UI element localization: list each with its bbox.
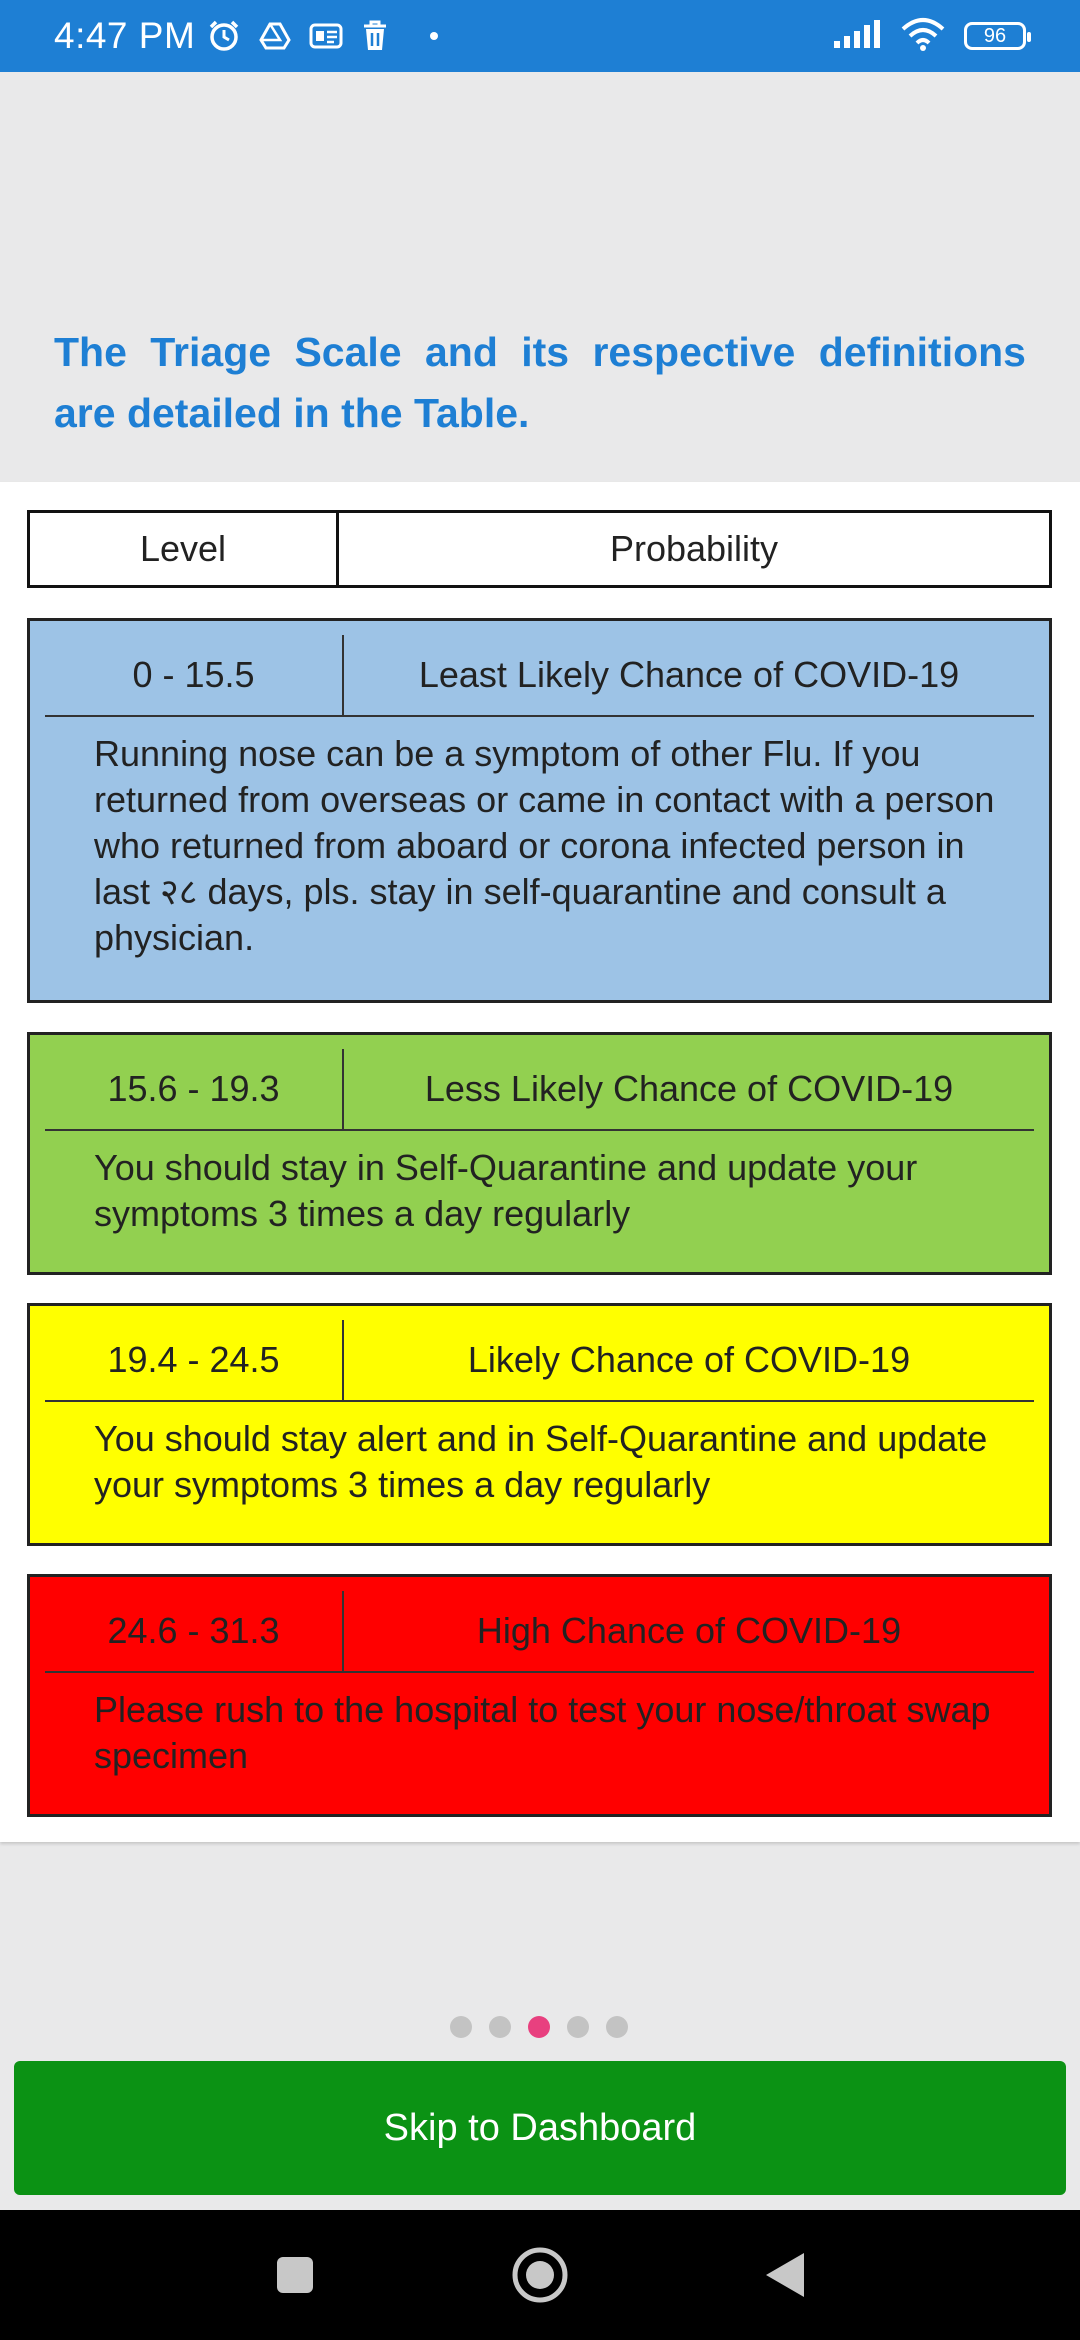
level-range: 0 - 15.5 <box>45 635 344 715</box>
level-description: Please rush to the hospital to test your… <box>94 1689 991 1776</box>
table-header: Level Probability <box>27 510 1052 588</box>
battery-level: 96 <box>983 24 1007 47</box>
card-icon <box>309 22 343 50</box>
level-label: Less Likely Chance of COVID-19 <box>424 1068 954 1109</box>
triage-card: Level Probability 0 - 15.5 Least Likely … <box>0 482 1080 1842</box>
level-description: You should stay alert and in Self-Quaran… <box>94 1418 988 1505</box>
level-range: 15.6 - 19.3 <box>45 1049 344 1129</box>
header-probability: Probability <box>609 528 779 569</box>
level-range: 19.4 - 24.5 <box>45 1320 344 1400</box>
dot-icon <box>429 31 439 41</box>
level-description: Running nose can be a symptom of other F… <box>94 733 995 958</box>
page-heading: The Triage Scale and its respective defi… <box>54 329 1026 436</box>
battery-icon: 96 <box>964 22 1031 50</box>
back-triangle-icon[interactable] <box>740 2210 830 2340</box>
page-dot[interactable] <box>450 2016 472 2038</box>
status-time: 4:47 PM <box>54 15 196 56</box>
status-bar: 4:47 PM 96 <box>0 0 1080 72</box>
signal-icon <box>832 19 882 54</box>
trash-icon <box>361 20 389 52</box>
skip-to-dashboard-button[interactable]: Skip to Dashboard <box>14 2061 1066 2195</box>
level-label: Likely Chance of COVID-19 <box>467 1339 911 1380</box>
level-label: High Chance of COVID-19 <box>476 1610 902 1651</box>
page-dot[interactable] <box>606 2016 628 2038</box>
page-dot-active[interactable] <box>528 2016 550 2038</box>
page-indicator <box>450 2016 628 2038</box>
level-range: 24.6 - 31.3 <box>45 1591 344 1671</box>
page-dot[interactable] <box>489 2016 511 2038</box>
recents-square-icon[interactable] <box>250 2210 340 2340</box>
home-circle-icon[interactable] <box>495 2210 585 2340</box>
wifi-icon <box>900 17 946 56</box>
drive-icon <box>259 21 292 51</box>
level-row-likely: 19.4 - 24.5 Likely Chance of COVID-19 Yo… <box>27 1303 1052 1546</box>
level-description: You should stay in Self-Quarantine and u… <box>94 1147 918 1234</box>
page-dot[interactable] <box>567 2016 589 2038</box>
level-label: Least Likely Chance of COVID-19 <box>418 654 960 695</box>
level-row-least-likely: 0 - 15.5 Least Likely Chance of COVID-19… <box>27 618 1052 1003</box>
level-row-high: 24.6 - 31.3 High Chance of COVID-19 Plea… <box>27 1574 1052 1817</box>
header-level: Level <box>30 513 339 585</box>
alarm-icon <box>207 19 241 53</box>
level-row-less-likely: 15.6 - 19.3 Less Likely Chance of COVID-… <box>27 1032 1052 1275</box>
navigation-bar <box>0 2210 1080 2340</box>
